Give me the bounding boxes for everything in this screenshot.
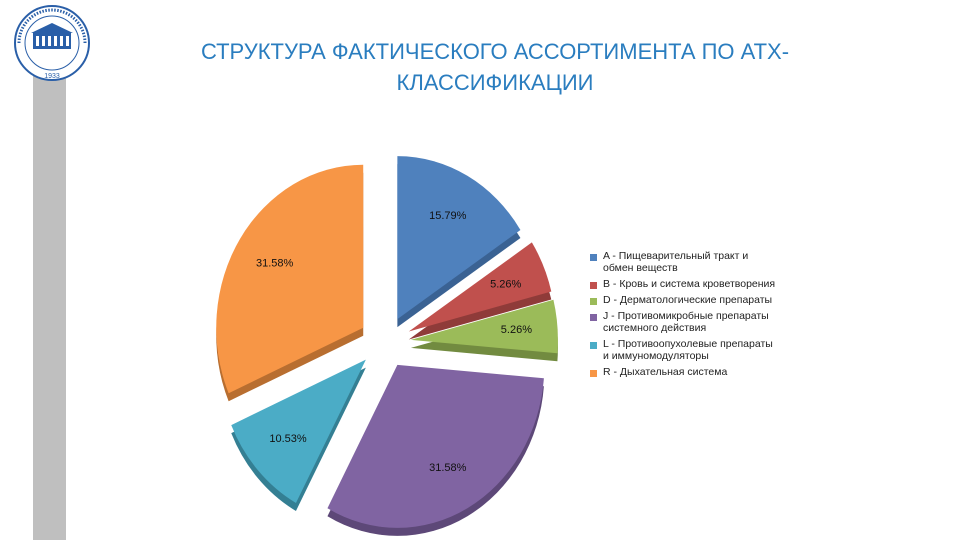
pie-slice-4: [231, 359, 366, 503]
page-title: СТРУКТУРА ФАКТИЧЕСКОГО АССОРТИМЕНТА ПО А…: [200, 39, 790, 95]
legend-swatch-4: [590, 342, 597, 349]
pie-data-label-0: 15.79%: [429, 210, 467, 222]
legend-item-5: R - Дыхательная система: [590, 366, 780, 378]
pie-slice-5: [216, 164, 364, 394]
legend-label-4: L - Противоопухолевые препараты и иммуно…: [603, 338, 773, 362]
legend-item-1: B - Кровь и система кроветворения: [590, 278, 780, 290]
pie-data-label-3: 31.58%: [429, 462, 467, 474]
pie-data-label-5: 31.58%: [256, 257, 294, 269]
pie-slice-3: [327, 364, 544, 528]
pie-data-label-2: 5.26%: [501, 324, 532, 336]
pie-data-label-1: 5.26%: [490, 278, 521, 290]
legend-label-0: A - Пищеварительный тракт и обмен вещест…: [603, 250, 749, 274]
university-logo: 1933: [14, 5, 90, 81]
pie-data-label-4: 10.53%: [269, 433, 307, 445]
pie-slice-0: [397, 156, 521, 320]
legend-swatch-0: [590, 254, 597, 261]
chart-legend: A - Пищеварительный тракт и обмен вещест…: [590, 250, 780, 382]
legend-item-3: J - Противомикробные препараты системног…: [590, 310, 780, 334]
legend-label-2: D - Дерматологические препараты: [603, 294, 773, 306]
legend-swatch-1: [590, 282, 597, 289]
legend-label-5: R - Дыхательная система: [603, 366, 728, 378]
pie-slice-1: [408, 242, 552, 332]
legend-label-1: B - Кровь и система кроветворения: [603, 278, 776, 290]
logo-year: 1933: [44, 73, 60, 80]
legend-swatch-2: [590, 298, 597, 305]
legend-swatch-3: [590, 314, 597, 321]
legend-swatch-5: [590, 370, 597, 377]
pie-slice-2: [410, 299, 558, 354]
legend-item-2: D - Дерматологические препараты: [590, 294, 780, 306]
legend-item-4: L - Противоопухолевые препараты и иммуно…: [590, 338, 780, 362]
legend-item-0: A - Пищеварительный тракт и обмен вещест…: [590, 250, 780, 274]
legend-label-3: J - Противомикробные препараты системног…: [603, 310, 769, 334]
decorative-side-bar: [33, 60, 66, 540]
